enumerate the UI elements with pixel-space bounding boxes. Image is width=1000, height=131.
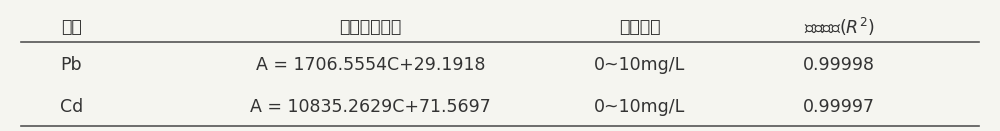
Text: 0~10mg/L: 0~10mg/L — [594, 98, 685, 116]
Text: 0~10mg/L: 0~10mg/L — [594, 56, 685, 75]
Text: A = 1706.5554C+29.1918: A = 1706.5554C+29.1918 — [256, 56, 485, 75]
Text: Cd: Cd — [60, 98, 83, 116]
Text: Pb: Pb — [60, 56, 82, 75]
Text: 线性回归方程: 线性回归方程 — [339, 18, 401, 36]
Text: 0.99997: 0.99997 — [803, 98, 875, 116]
Text: 0.99998: 0.99998 — [803, 56, 875, 75]
Text: 线性范围: 线性范围 — [619, 18, 660, 36]
Text: 相关系数($R^{2}$): 相关系数($R^{2}$) — [804, 16, 874, 38]
Text: A = 10835.2629C+71.5697: A = 10835.2629C+71.5697 — [250, 98, 491, 116]
Text: 元素: 元素 — [61, 18, 82, 36]
